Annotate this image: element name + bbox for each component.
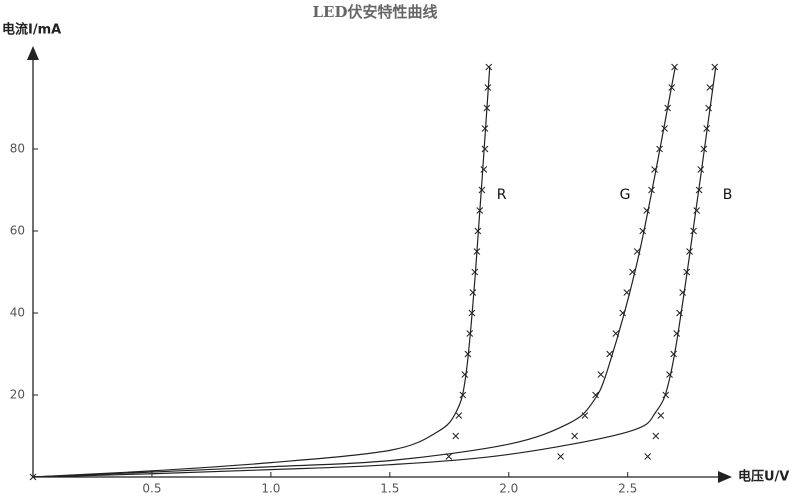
data-point	[664, 104, 672, 112]
data-point	[666, 371, 673, 378]
data-point	[683, 268, 691, 276]
data-point	[639, 227, 647, 235]
data-point	[673, 330, 681, 337]
data-point	[619, 309, 627, 317]
x-axis-arrow	[718, 471, 732, 483]
y-axis-label: 电流I/mA	[2, 22, 61, 38]
fit-curve	[32, 66, 717, 478]
data-point	[693, 207, 701, 214]
data-point	[473, 248, 481, 255]
data-point	[705, 104, 712, 112]
x-tick-label: 1.0	[261, 482, 280, 496]
data-point	[679, 289, 687, 296]
y-tick-label: 60	[10, 224, 25, 238]
data-point	[471, 268, 479, 276]
data-point	[464, 350, 472, 358]
data-point	[700, 145, 708, 153]
curve-name: R	[497, 187, 507, 203]
data-point	[481, 145, 489, 153]
x-tick-label: 1.5	[380, 482, 399, 496]
data-point	[461, 371, 469, 378]
data-point	[455, 412, 463, 419]
data-point	[484, 84, 492, 91]
y-tick-label: 20	[10, 388, 25, 402]
data-point	[469, 289, 477, 296]
data-point	[592, 391, 599, 399]
x-tick-label: 2.0	[499, 482, 518, 496]
data-point	[476, 207, 484, 214]
data-point	[695, 186, 703, 194]
data-point	[452, 432, 460, 440]
y-axis-arrow	[27, 46, 39, 60]
data-point	[706, 84, 714, 91]
data-point	[597, 371, 605, 378]
data-point	[671, 63, 678, 71]
data-point	[668, 84, 676, 91]
data-point	[652, 432, 660, 440]
data-point	[697, 166, 705, 173]
data-point	[483, 104, 491, 112]
data-point	[581, 412, 589, 419]
data-point	[648, 186, 655, 194]
data-point	[468, 309, 476, 317]
y-tick-label: 80	[10, 142, 25, 156]
data-point	[686, 248, 693, 255]
data-point	[466, 330, 474, 337]
fit-curve	[32, 66, 676, 478]
chart-title: LED伏安特性曲线	[313, 3, 438, 21]
data-point	[485, 63, 493, 71]
data-point	[480, 166, 488, 173]
x-axis-label: 电压U/V	[738, 469, 789, 485]
data-point	[690, 227, 697, 235]
data-point	[651, 166, 658, 173]
data-point	[606, 350, 613, 358]
data-point	[474, 227, 482, 235]
data-point	[670, 350, 677, 358]
data-point	[662, 391, 670, 399]
data-point	[711, 63, 719, 71]
data-point	[633, 248, 641, 255]
data-point	[623, 289, 631, 296]
y-tick-label: 40	[10, 306, 25, 320]
curve-name: G	[620, 187, 631, 203]
data-point	[657, 412, 665, 419]
curve-name: B	[723, 187, 733, 203]
x-tick-label: 2.5	[618, 482, 637, 496]
data-point	[459, 391, 467, 399]
data-point	[644, 453, 652, 460]
data-point	[629, 268, 636, 276]
data-point	[557, 453, 564, 460]
fit-curve	[32, 66, 491, 478]
data-point	[643, 207, 651, 214]
data-point	[571, 432, 579, 440]
data-point	[656, 145, 663, 153]
data-point	[703, 125, 711, 132]
origin-point	[29, 473, 37, 481]
data-point	[481, 125, 489, 132]
data-point	[676, 309, 683, 317]
data-point	[478, 186, 486, 194]
x-tick-label: 0.5	[142, 482, 161, 496]
data-point	[612, 330, 620, 337]
data-point	[661, 125, 668, 132]
